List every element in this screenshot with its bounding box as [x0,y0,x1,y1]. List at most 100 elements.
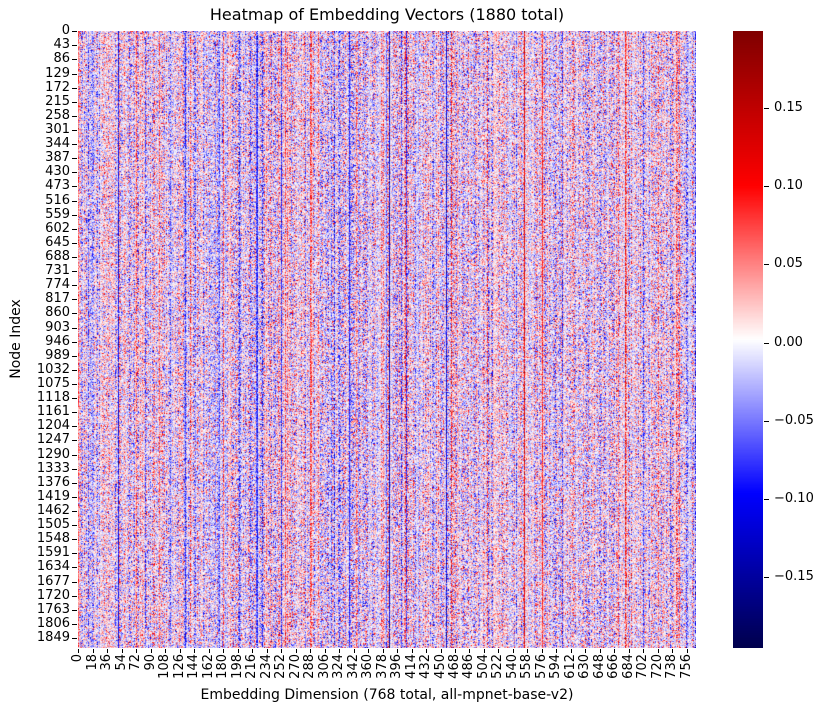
x-tick-mark [687,649,688,653]
colorbar-tick-mark [764,421,769,422]
x-tick-mark [629,649,630,653]
y-tick-mark [72,158,77,159]
y-tick-label: 989 [45,348,70,363]
y-tick-mark [72,511,77,512]
y-tick-label: 645 [45,235,70,250]
y-tick-label: 817 [45,291,70,306]
y-tick-mark [72,31,77,32]
x-tick-label: 540 [505,654,520,679]
y-tick-label: 473 [45,178,70,193]
heatmap-image [78,31,696,648]
y-tick-mark [72,356,77,357]
x-tick-label: 504 [476,654,491,679]
x-tick-label: 522 [490,654,505,679]
y-tick-mark [72,215,77,216]
y-tick-label: 1290 [36,447,70,462]
x-tick-mark [658,649,659,653]
y-tick-label: 1763 [36,602,70,617]
x-tick-label: 342 [346,654,361,679]
x-tick-mark [78,649,79,653]
x-tick-mark [310,649,311,653]
x-tick-mark [426,649,427,653]
y-tick-label: 43 [53,37,70,52]
y-tick-mark [72,342,77,343]
colorbar-tick-mark [764,499,769,500]
x-tick-label: 270 [288,654,303,679]
y-tick-mark [72,624,77,625]
y-tick-mark [72,285,77,286]
y-tick-label: 1419 [36,489,70,504]
y-tick-label: 1505 [36,517,70,532]
y-tick-mark [72,328,77,329]
colorbar-tick-label: −0.15 [774,569,814,584]
x-tick-label: 198 [230,654,245,679]
y-tick-label: 1591 [36,545,70,560]
x-tick-label: 648 [592,654,607,679]
y-tick-label: 516 [45,193,70,208]
x-tick-mark [600,649,601,653]
x-tick-mark [556,649,557,653]
x-tick-label: 324 [331,654,346,679]
x-tick-label: 126 [172,654,187,679]
x-tick-label: 594 [548,654,563,679]
x-tick-label: 36 [99,654,114,671]
y-tick-label: 559 [45,207,70,222]
x-tick-mark [194,649,195,653]
x-tick-label: 144 [186,654,201,679]
y-tick-label: 86 [53,51,70,66]
x-tick-mark [397,649,398,653]
y-tick-mark [72,497,77,498]
y-tick-label: 1720 [36,588,70,603]
y-tick-mark [72,45,77,46]
colorbar-tick-mark [764,577,769,578]
colorbar-tick-mark [764,186,769,187]
y-tick-mark [72,271,77,272]
x-tick-label: 378 [375,654,390,679]
y-tick-mark [72,553,77,554]
x-tick-mark [165,649,166,653]
x-tick-label: 486 [461,654,476,679]
x-tick-label: 432 [418,654,433,679]
colorbar [733,31,763,648]
colorbar-tick-label: 0.15 [774,100,803,115]
y-tick-label: 1161 [36,404,70,419]
x-tick-mark [542,649,543,653]
x-tick-mark [571,649,572,653]
y-axis-label: Node Index [8,299,24,379]
y-tick-mark [72,596,77,597]
y-tick-label: 774 [45,277,70,292]
x-tick-mark [267,649,268,653]
x-tick-label: 306 [317,654,332,679]
y-tick-label: 1376 [36,475,70,490]
y-tick-label: 1032 [36,362,70,377]
x-tick-mark [498,649,499,653]
x-axis-label: Embedding Dimension (768 total, all-mpne… [200,687,574,703]
x-tick-mark [107,649,108,653]
x-tick-mark [643,649,644,653]
x-tick-label: 702 [635,654,650,679]
x-tick-mark [238,649,239,653]
y-tick-mark [72,130,77,131]
x-tick-label: 756 [679,654,694,679]
x-tick-label: 216 [244,654,259,679]
y-tick-label: 903 [45,320,70,335]
x-tick-label: 180 [215,654,230,679]
x-tick-label: 288 [302,654,317,679]
y-tick-mark [72,426,77,427]
y-tick-label: 129 [45,66,70,81]
y-tick-mark [72,539,77,540]
x-tick-mark [513,649,514,653]
y-tick-label: 1075 [36,376,70,391]
colorbar-tick-label: 0.05 [774,256,803,271]
y-tick-label: 1333 [36,461,70,476]
x-tick-mark [469,649,470,653]
y-tick-label: 0 [61,23,70,38]
y-tick-mark [72,201,77,202]
x-tick-mark [136,649,137,653]
colorbar-tick-mark [764,264,769,265]
x-tick-label: 450 [433,654,448,679]
y-tick-label: 731 [45,263,70,278]
y-tick-label: 430 [45,164,70,179]
y-tick-mark [72,186,77,187]
